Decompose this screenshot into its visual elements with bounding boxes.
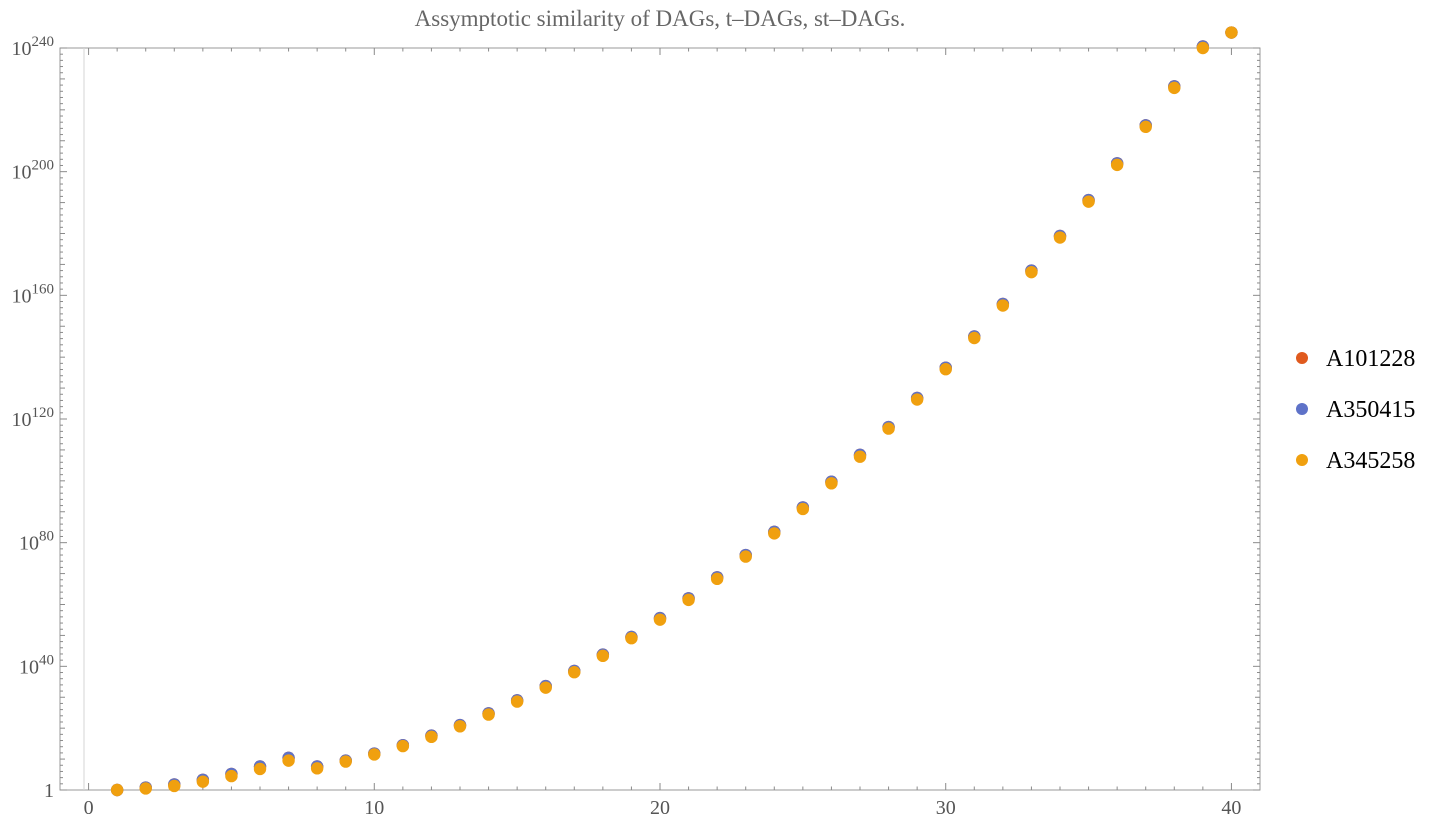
data-point [1082,195,1095,208]
y-tick-labels: 1 1040 1080 10120 10160 10200 10240 [12,34,55,802]
data-point [368,748,381,761]
y-tick-label: 10200 [12,158,55,184]
data-point [453,720,467,733]
data-point [339,755,352,768]
data-point [196,775,210,788]
data-point [1139,120,1152,134]
series-A345258 [110,26,1238,797]
data-point [653,613,667,626]
data-point [510,695,524,708]
data-point [1025,265,1038,279]
x-tick-label: 10 [364,797,384,819]
y-tick-label: 10120 [12,405,55,431]
data-point [682,593,695,607]
data-point [568,666,581,679]
data-point [596,649,610,663]
data-point [1196,41,1210,55]
legend-item: A101228 [1296,346,1415,372]
legend: A101228 A350415 A345258 [1296,346,1415,474]
axis-ticks [60,47,1260,791]
legend-label: A101228 [1326,346,1415,372]
data-point [710,572,724,586]
series-A350415 [110,26,1238,797]
data-point [853,450,867,463]
data-point [968,331,981,345]
data-point [282,754,295,767]
data-points [110,26,1238,797]
x-tick-label: 20 [650,797,670,819]
legend-label: A345258 [1326,448,1415,474]
legend-label: A350415 [1326,397,1415,423]
data-point [1168,81,1181,95]
legend-item: A350415 [1296,397,1415,423]
x-tick-label: 40 [1221,797,1241,819]
chart-title: Assymptotic similarity of DAGs, t–DAGs, … [415,6,906,31]
y-tick-label: 1040 [19,652,54,678]
data-point [939,363,952,376]
y-tick-label: 1080 [19,529,54,555]
data-point [168,779,181,793]
y-tick-label: 1 [44,780,54,802]
data-point [396,739,410,753]
data-point [425,730,438,744]
data-point [253,762,267,776]
x-tick-labels: 0 10 20 30 40 [84,797,1242,819]
data-point [1110,158,1124,172]
legend-item: A345258 [1296,448,1415,474]
legend-marker [1296,352,1308,364]
data-point [539,681,552,694]
data-point [1053,231,1067,244]
data-point [482,708,495,721]
data-point [110,783,124,797]
data-point [768,527,781,540]
data-point [139,782,152,795]
data-point [225,769,238,783]
data-point [996,299,1010,312]
y-tick-label: 10240 [12,34,55,60]
data-point [625,631,638,645]
data-point [910,393,924,406]
plot-frame [59,47,1261,791]
series-A101228 [110,26,1238,797]
data-point [739,550,752,563]
legend-marker [1296,454,1308,466]
data-point [796,502,810,516]
x-tick-label: 30 [936,797,956,819]
data-point [882,422,895,435]
x-tick-label: 0 [84,797,94,819]
data-point [310,762,324,775]
data-point [1225,26,1238,39]
y-tick-label: 10160 [12,281,55,307]
data-point [825,477,838,490]
legend-marker [1296,403,1308,415]
